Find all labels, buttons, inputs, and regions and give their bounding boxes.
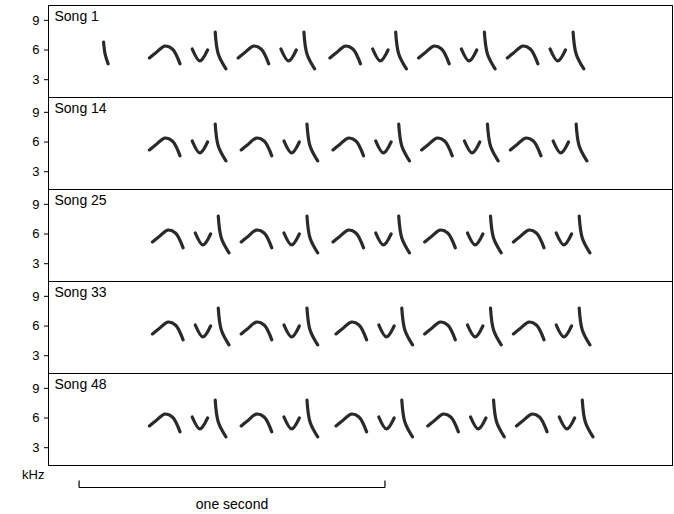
svg-text:kHz: kHz (22, 467, 44, 482)
svg-text:3: 3 (32, 348, 39, 363)
svg-text:9: 9 (32, 12, 39, 27)
svg-text:6: 6 (32, 134, 39, 149)
svg-text:Song 48: Song 48 (55, 376, 107, 392)
svg-text:one second: one second (196, 496, 268, 511)
svg-text:9: 9 (32, 288, 39, 303)
svg-text:9: 9 (32, 104, 39, 119)
svg-text:3: 3 (32, 440, 39, 455)
svg-text:6: 6 (32, 226, 39, 241)
svg-text:Song 25: Song 25 (55, 192, 107, 208)
svg-text:3: 3 (32, 164, 39, 179)
svg-text:6: 6 (32, 42, 39, 57)
svg-text:6: 6 (32, 318, 39, 333)
svg-text:6: 6 (32, 410, 39, 425)
svg-text:9: 9 (32, 196, 39, 211)
svg-text:Song 1: Song 1 (55, 8, 100, 24)
svg-text:9: 9 (32, 380, 39, 395)
svg-text:3: 3 (32, 256, 39, 271)
svg-text:Song 14: Song 14 (55, 100, 107, 116)
svg-text:3: 3 (32, 72, 39, 87)
svg-text:Song 33: Song 33 (55, 284, 107, 300)
